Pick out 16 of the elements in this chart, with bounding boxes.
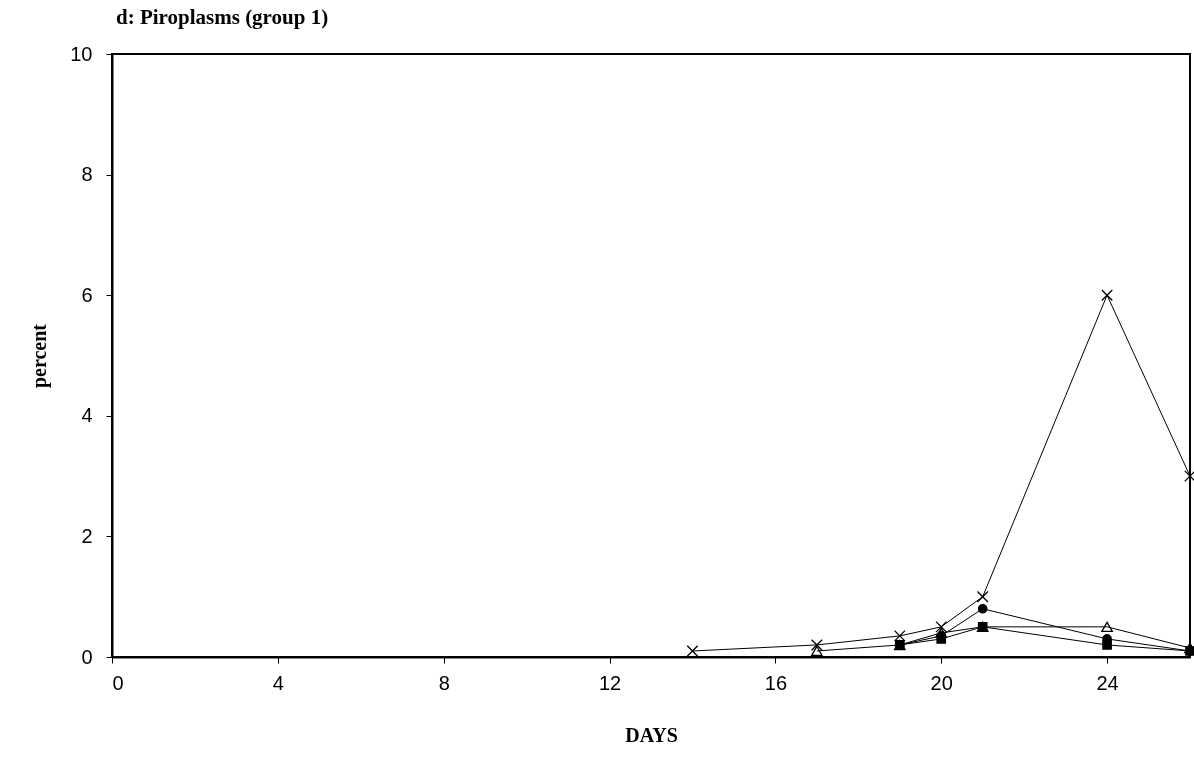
x-tick-label: 0 [112, 671, 124, 694]
y-tick-label: 10 [70, 42, 93, 65]
y-tick-label: 6 [81, 283, 93, 306]
y-tick-label: 8 [81, 163, 93, 186]
chart-title: d: Piroplasms (group 1) [116, 5, 329, 29]
x-tick-label: 16 [764, 671, 788, 694]
x-tick-label: 4 [272, 671, 284, 694]
x-tick-label: 12 [598, 671, 622, 694]
y-axis-title: percent [28, 323, 52, 389]
y-tick-label: 2 [81, 524, 93, 547]
x-tick-label: 24 [1096, 671, 1119, 694]
y-tick-label: 0 [81, 645, 93, 668]
y-tick-label: 4 [81, 404, 93, 427]
x-tick-label: 20 [930, 671, 953, 694]
x-tick-label: 8 [438, 671, 450, 694]
x-axis-title: DAYS [625, 723, 678, 746]
